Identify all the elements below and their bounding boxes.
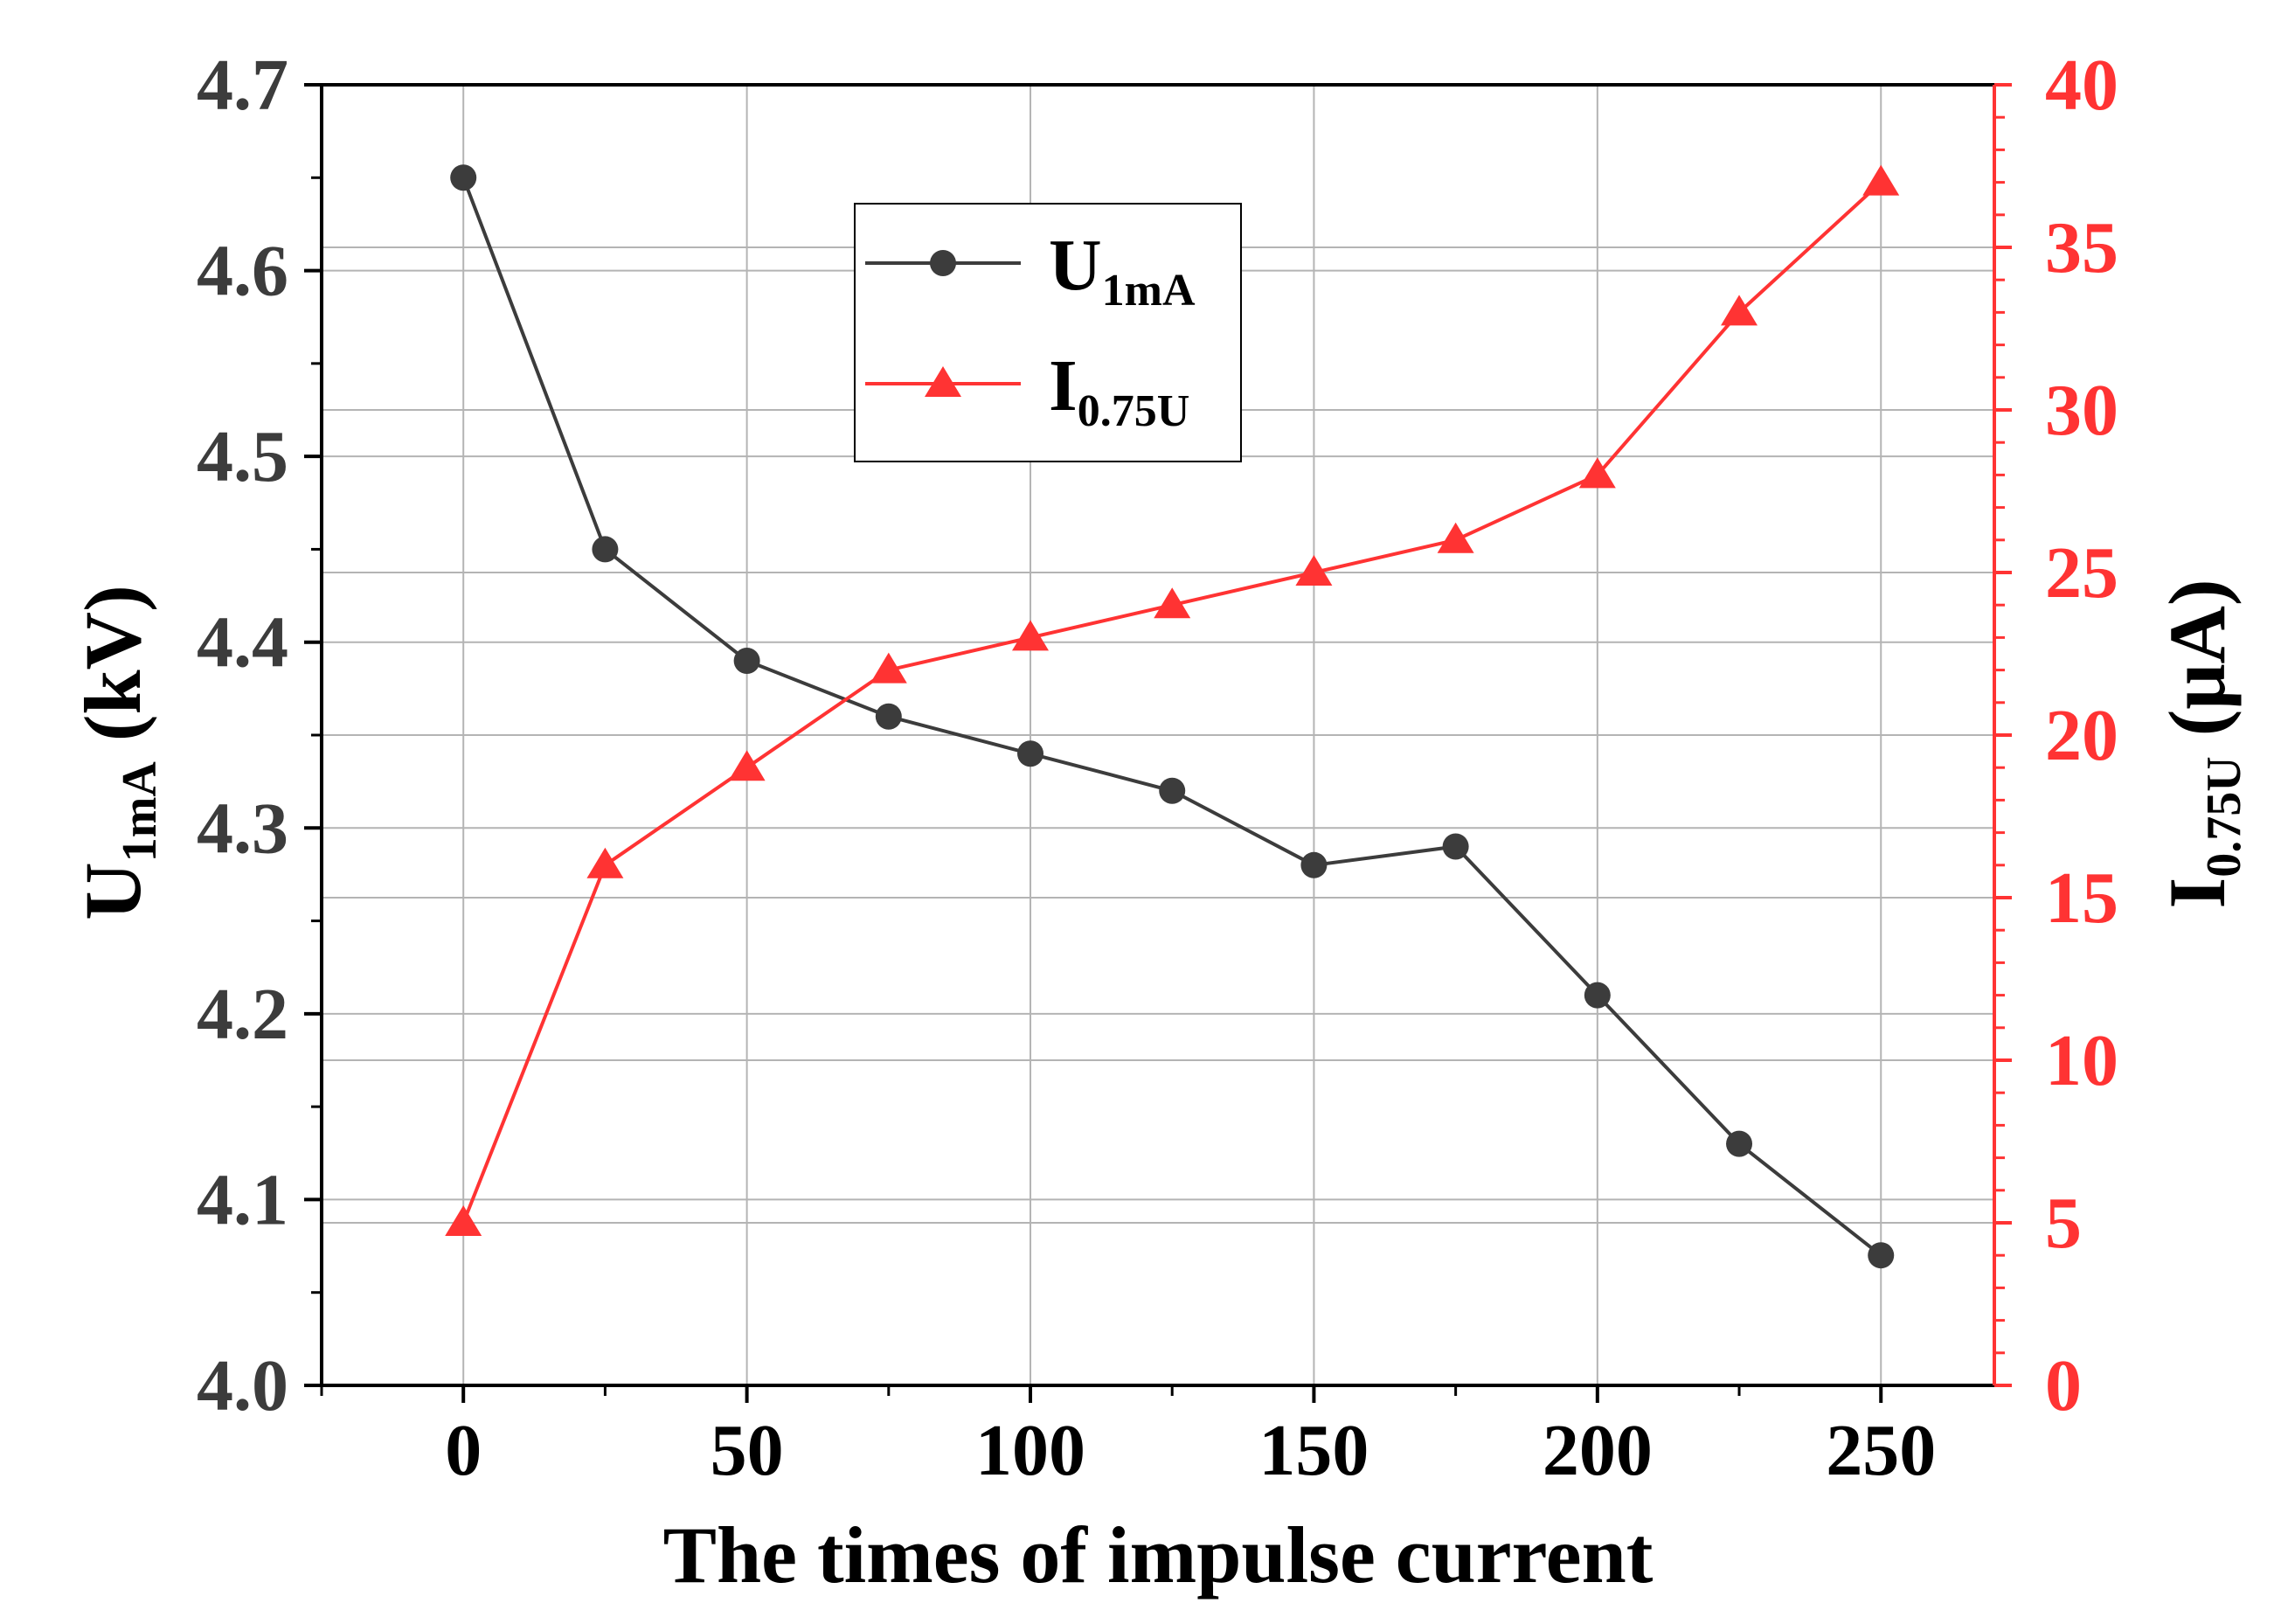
y-left-title-main: U (68, 862, 157, 920)
y-right-tick-label: 10 (2045, 1020, 2118, 1101)
legend-label-main: U (1049, 225, 1102, 306)
series-I0.75U (445, 164, 1900, 1236)
data-point-I0.75U-6 (1295, 555, 1333, 586)
data-point-I0.75U-8 (1578, 457, 1616, 489)
legend-label-main: I (1049, 345, 1078, 427)
data-point-U1mA-2 (733, 647, 760, 674)
legend-item-I0.75U: I0.75U (865, 345, 1189, 436)
y-left-tick-label: 4.1 (197, 1159, 288, 1240)
data-point-I0.75U-5 (1154, 587, 1191, 619)
y-right-tick-label: 20 (2045, 695, 2118, 776)
legend-item-U1mA: U1mA (865, 225, 1196, 316)
legend-label-sub: 0.75U (1078, 386, 1190, 436)
legend-marker-U1mA (930, 250, 956, 276)
y-left-tick-label: 4.3 (197, 788, 288, 869)
y-right-title-main: I (2153, 878, 2242, 909)
data-point-U1mA-3 (875, 703, 902, 730)
y-right-tick-label: 25 (2045, 532, 2118, 614)
x-tick-label: 100 (975, 1410, 1085, 1491)
data-point-U1mA-9 (1726, 1130, 1753, 1157)
x-tick-label: 200 (1543, 1410, 1653, 1491)
data-point-I0.75U-4 (1012, 620, 1050, 651)
legend-box (854, 203, 1242, 462)
x-tick-label: 150 (1258, 1410, 1369, 1491)
y-left-tick-label: 4.6 (197, 231, 288, 312)
y-right-tick-label: 15 (2045, 857, 2118, 939)
x-tick-label: 0 (445, 1410, 482, 1491)
y-right-axis-title: I0.75U (μA) (2153, 579, 2251, 908)
y-left-axis-title: U1mA (kV) (68, 585, 167, 920)
y-left-title-unit: (kV) (68, 585, 157, 761)
data-point-U1mA-6 (1300, 851, 1328, 878)
x-axis-title: The times of impulse current (663, 1510, 1654, 1600)
x-tick-label: 250 (1826, 1410, 1936, 1491)
x-tick-label: 50 (711, 1410, 784, 1491)
y-left-tick-label: 4.0 (197, 1345, 288, 1426)
y-right-tick-label: 30 (2045, 370, 2118, 451)
legend-label-sub: 1mA (1102, 266, 1196, 316)
legend: U1mA I0.75U (854, 203, 1242, 462)
data-point-I0.75U-3 (870, 652, 907, 684)
y-right-title-sub: 0.75U (2197, 756, 2251, 877)
y-left-title-sub: 1mA (113, 761, 167, 863)
y-right-tick-label: 40 (2045, 45, 2118, 126)
y-right-tick-label: 0 (2045, 1345, 2082, 1426)
y-right-tick-label: 35 (2045, 207, 2118, 288)
data-point-I0.75U-0 (445, 1205, 482, 1236)
data-point-I0.75U-7 (1437, 522, 1474, 553)
y-right-title-unit: (μA) (2153, 579, 2242, 756)
data-point-U1mA-4 (1017, 740, 1044, 767)
data-point-U1mA-7 (1442, 833, 1469, 860)
axis-titles: The times of impulse current U1mA (kV) I0.… (68, 579, 2251, 1600)
data-point-I0.75U-10 (1862, 164, 1900, 196)
legend-marker-I0.75U (925, 366, 961, 397)
data-point-U1mA-5 (1159, 777, 1186, 804)
y-left-tick-label: 4.7 (197, 45, 288, 126)
data-point-U1mA-0 (450, 164, 477, 191)
data-point-U1mA-10 (1868, 1242, 1895, 1269)
data-point-I0.75U-2 (728, 750, 766, 781)
data-point-U1mA-8 (1584, 982, 1611, 1009)
y-right-tick-label: 5 (2045, 1183, 2082, 1264)
legend-label-U1mA: U1mA (1049, 225, 1196, 316)
data-point-I0.75U-1 (586, 847, 624, 878)
axes: 0 50 100 150 200 2504.04.14.24.34.44.54.64.70… (197, 45, 2118, 1491)
y-left-tick-label: 4.4 (197, 602, 288, 684)
y-left-tick-label: 4.2 (197, 974, 288, 1055)
data-point-U1mA-1 (592, 536, 619, 563)
data-point-I0.75U-9 (1721, 295, 1758, 326)
series-layer (445, 164, 1900, 1269)
series-U1mA (450, 164, 1895, 1269)
y-left-tick-label: 4.5 (197, 416, 288, 497)
legend-label-I0.75U: I0.75U (1049, 345, 1189, 436)
